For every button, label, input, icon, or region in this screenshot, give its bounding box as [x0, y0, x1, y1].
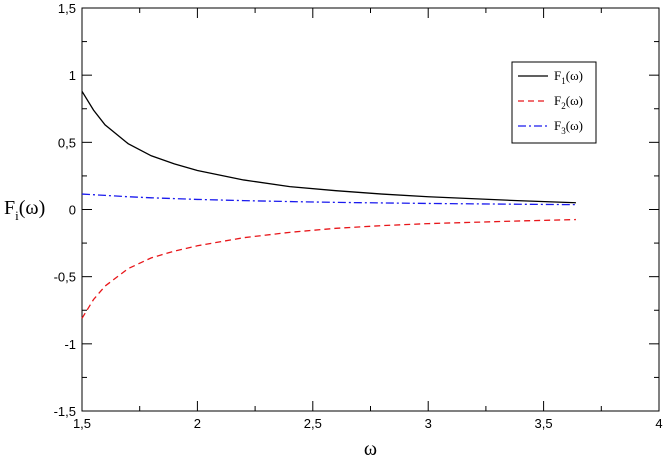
series-layer — [81, 90, 576, 319]
x-tick-label: 1,5 — [73, 416, 91, 431]
x-tick-label: 3,5 — [535, 416, 553, 431]
legend: F1(ω) F2(ω) F3(ω) — [511, 61, 597, 144]
x-axis-title: ω — [364, 438, 377, 460]
y-tick-label: 0,5 — [58, 135, 76, 150]
legend-label-f1: F1(ω) — [554, 68, 583, 86]
series-line-f2 — [81, 218, 576, 319]
x-tick-label: 2,5 — [304, 416, 322, 431]
y-tick-label: -0,5 — [54, 270, 76, 285]
y-tick-label: -1,5 — [54, 404, 76, 419]
axis-titles: ω Fi(ω) — [4, 197, 377, 460]
x-tick-label: 3 — [425, 416, 432, 431]
legend-label-f2: F2(ω) — [554, 93, 583, 111]
series-line-f1 — [81, 90, 576, 204]
y-axis-title: Fi(ω) — [4, 197, 45, 223]
y-tick-label: 1 — [69, 68, 76, 83]
axes: 1,5 2 2,5 3 3,5 4 -1,5 -1 -0,5 0 0,5 1 1,5 — [54, 1, 663, 431]
x-tick-label: 4 — [655, 416, 662, 431]
y-tick-label: 1,5 — [58, 1, 76, 16]
legend-label-f3: F3(ω) — [554, 118, 583, 136]
x-tick-label: 2 — [194, 416, 201, 431]
y-tick-label: -1 — [64, 337, 76, 352]
y-tick-label: 0 — [69, 203, 76, 218]
